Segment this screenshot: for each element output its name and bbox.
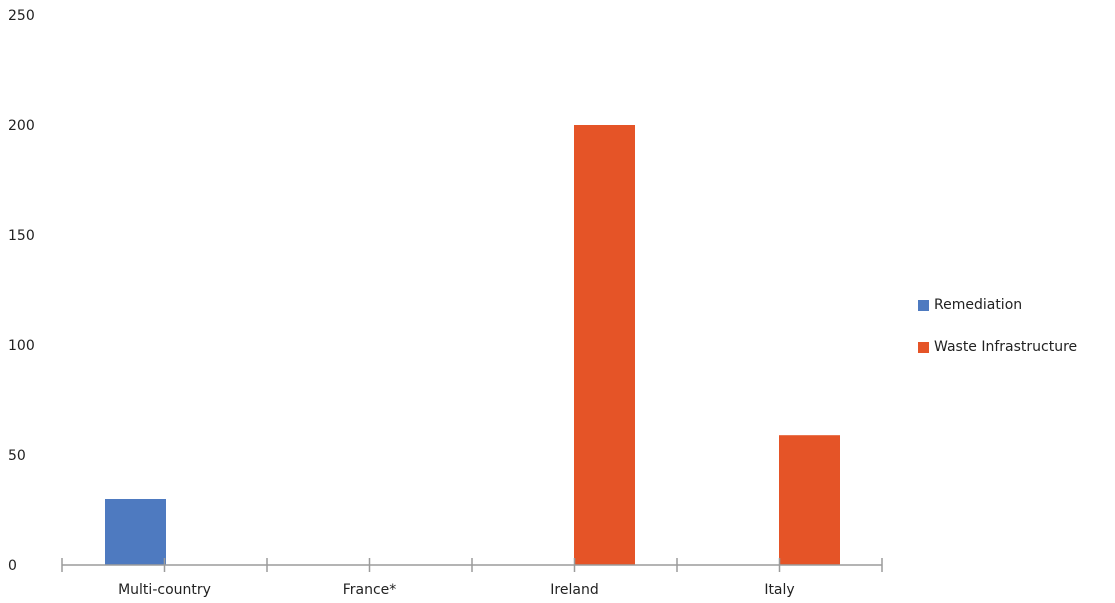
x-tick-label: Multi-country	[118, 582, 211, 598]
bars	[105, 125, 840, 565]
y-axis-tick-labels: 0 50 100 150 200 250	[8, 8, 35, 574]
y-tick-label: 250	[8, 8, 35, 24]
y-tick-label: 0	[8, 558, 17, 574]
legend-label-remediation: Remediation	[934, 297, 1023, 313]
y-tick-label: 100	[8, 338, 35, 354]
y-tick-label: 200	[8, 118, 35, 134]
legend-label-waste-infrastructure: Waste Infrastructure	[934, 339, 1078, 355]
legend-item-waste-infrastructure: Waste Infrastructure	[918, 336, 1077, 358]
x-tick-label: Italy	[764, 582, 794, 598]
x-axis: Multi-country France* Ireland Italy	[61, 558, 883, 598]
y-tick-label: 50	[8, 448, 26, 464]
bar-remediation-multi-country	[105, 499, 166, 565]
bar-waste-infrastructure-italy	[779, 435, 840, 565]
x-tick-label: Ireland	[550, 582, 598, 598]
legend: Remediation Waste Infrastructure	[918, 294, 1077, 378]
legend-swatch-waste-infrastructure	[918, 341, 929, 353]
legend-swatch-remediation	[918, 299, 929, 311]
x-tick-label: France*	[343, 582, 397, 598]
bar-waste-infrastructure-ireland	[574, 125, 635, 565]
y-tick-label: 150	[8, 228, 35, 244]
legend-item-remediation: Remediation	[918, 294, 1077, 316]
